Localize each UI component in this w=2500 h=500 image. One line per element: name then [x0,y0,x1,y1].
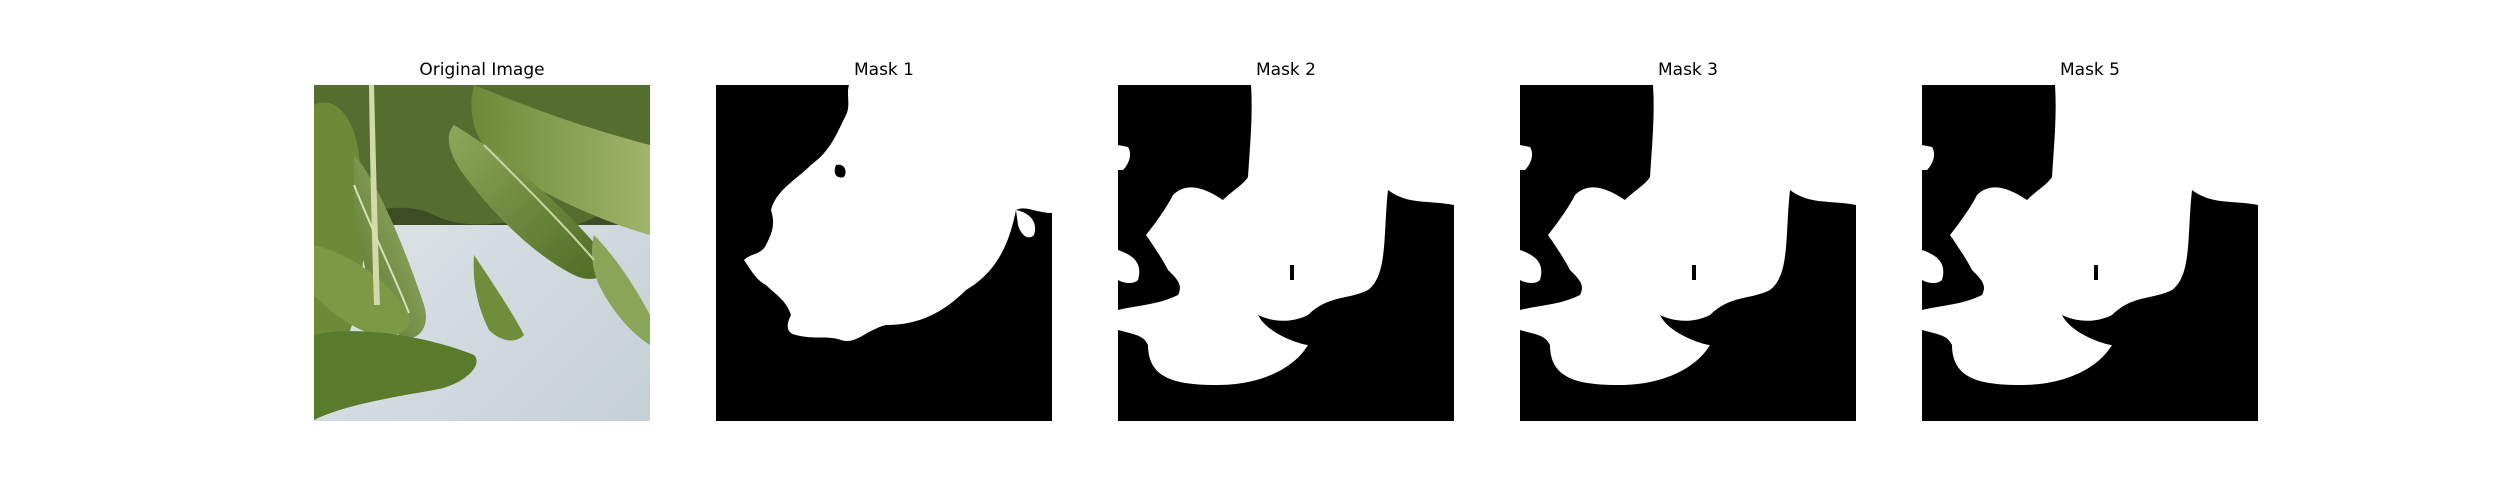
panel-title: Mask 2 [1255,60,1316,80]
panel-title: Mask 1 [853,60,914,80]
mask-3-image [1520,85,1856,421]
original-image [314,85,650,421]
mask-1-image [716,85,1052,421]
mask-image [1520,85,1856,421]
original-image-photo [314,85,650,421]
mask-image [1118,85,1454,421]
mask-2-image [1118,85,1454,421]
panel-title: Original Image [419,60,545,80]
panel-title: Mask 5 [2059,60,2120,80]
panel-title: Mask 3 [1657,60,1718,80]
mask-5-image [1922,85,2258,421]
mask-image [716,85,1052,421]
mask-image [1922,85,2258,421]
